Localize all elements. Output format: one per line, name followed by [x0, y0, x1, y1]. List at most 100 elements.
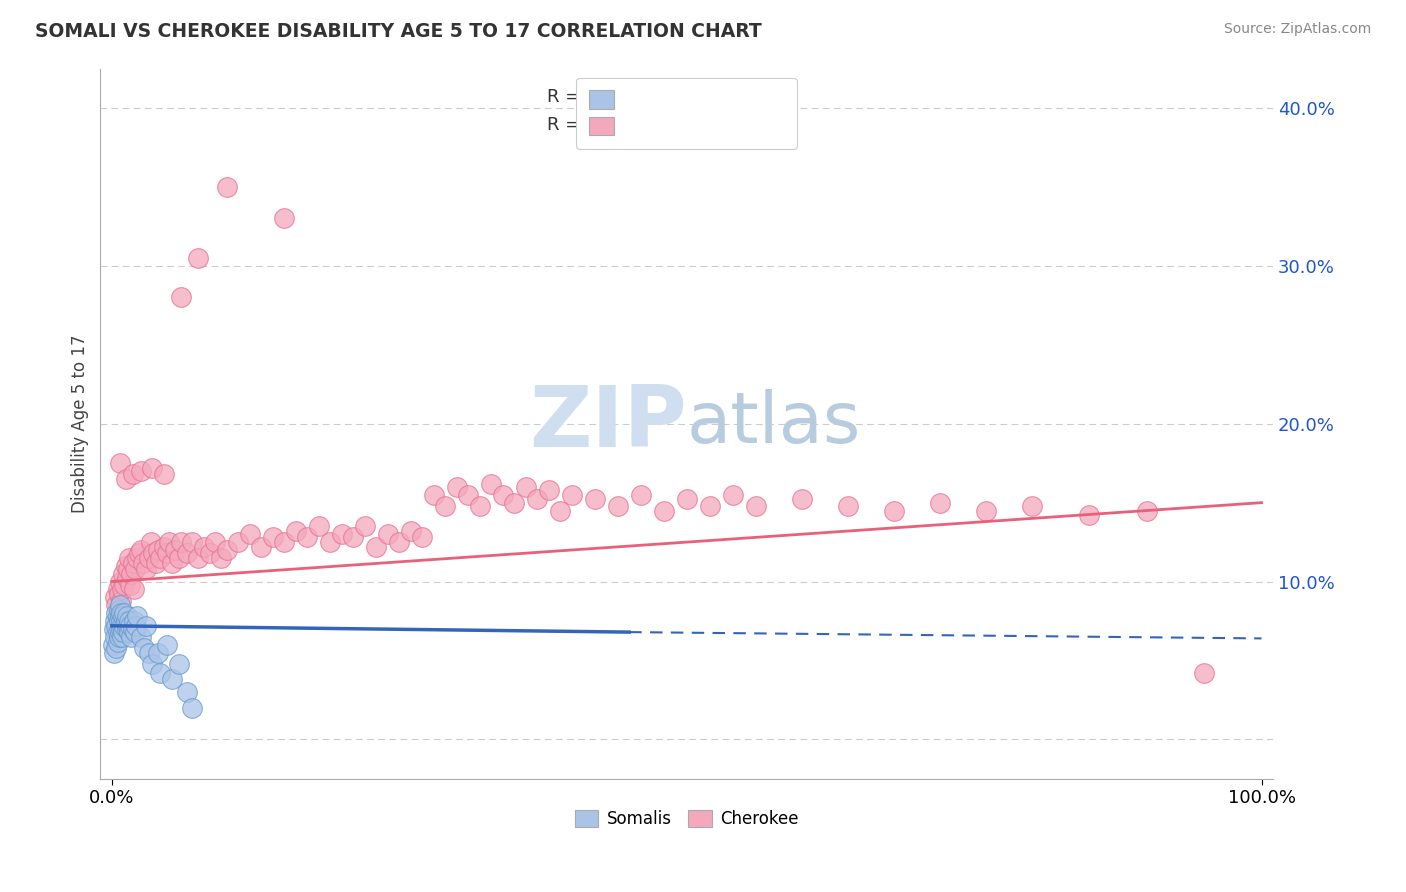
Point [561, 488, 583, 502]
Point [209, 550, 232, 565]
Point [138, 550, 160, 565]
Point [128, 546, 150, 560]
Point [149, 666, 172, 681]
Point [120, 566, 142, 581]
Point [928, 496, 950, 510]
Point [107, 603, 129, 617]
Text: 0.077: 0.077 [588, 116, 644, 135]
Point [204, 535, 226, 549]
Point [115, 609, 138, 624]
Point [262, 530, 284, 544]
Text: 51: 51 [710, 88, 735, 106]
Point [121, 622, 143, 636]
Point [117, 562, 139, 576]
Point [176, 546, 198, 560]
Point [160, 673, 183, 687]
Text: N =: N = [675, 116, 716, 135]
Point [308, 519, 330, 533]
Point [366, 540, 388, 554]
Point [457, 488, 479, 502]
Point [111, 582, 134, 597]
Point [107, 630, 129, 644]
Point [167, 657, 190, 671]
Point [142, 546, 165, 560]
Point [273, 535, 295, 549]
Point [101, 638, 124, 652]
Point [883, 503, 905, 517]
Point [115, 622, 138, 636]
Point [112, 625, 135, 640]
Point [135, 562, 157, 576]
Point [548, 503, 571, 517]
Point [108, 625, 131, 640]
Point [125, 619, 148, 633]
Point [114, 578, 136, 592]
Point [129, 543, 152, 558]
Text: Source: ZipAtlas.com: Source: ZipAtlas.com [1223, 22, 1371, 37]
Point [129, 464, 152, 478]
Point [198, 546, 221, 560]
Point [167, 550, 190, 565]
Point [181, 701, 204, 715]
Text: 101: 101 [710, 116, 748, 135]
Point [446, 480, 468, 494]
Point [721, 488, 744, 502]
Point [139, 535, 162, 549]
Point [114, 606, 136, 620]
Point [170, 535, 193, 549]
Point [107, 587, 129, 601]
Point [468, 499, 491, 513]
Point [156, 638, 179, 652]
Text: ZIP: ZIP [529, 382, 686, 466]
Point [790, 492, 813, 507]
Point [250, 540, 273, 554]
Point [187, 550, 209, 565]
Point [105, 606, 128, 620]
Point [120, 630, 142, 644]
Point [117, 619, 139, 633]
Point [479, 476, 502, 491]
Point [135, 619, 157, 633]
Point [108, 456, 131, 470]
Text: -0.020: -0.020 [588, 88, 651, 106]
Point [107, 609, 129, 624]
Point [114, 558, 136, 573]
Point [120, 578, 142, 592]
Point [503, 496, 526, 510]
Point [160, 556, 183, 570]
Point [146, 646, 169, 660]
Point [118, 550, 141, 565]
Point [110, 622, 132, 636]
Point [103, 646, 125, 660]
Point [107, 582, 129, 597]
Point [411, 530, 433, 544]
Point [193, 540, 215, 554]
Point [226, 535, 249, 549]
Point [330, 527, 353, 541]
Point [526, 492, 548, 507]
Point [129, 630, 152, 644]
Point [118, 625, 141, 640]
Point [537, 483, 560, 497]
Point [170, 290, 193, 304]
Point [215, 543, 238, 558]
Point [118, 614, 141, 628]
Point [127, 550, 149, 565]
Point [652, 503, 675, 517]
Point [114, 472, 136, 486]
Point [215, 180, 238, 194]
Point [377, 527, 399, 541]
Point [434, 499, 457, 513]
Point [239, 527, 262, 541]
Point [105, 599, 128, 613]
Point [1021, 499, 1043, 513]
Point [110, 606, 132, 620]
Point [132, 640, 155, 655]
Point [1192, 666, 1215, 681]
Point [141, 657, 163, 671]
Point [121, 467, 143, 482]
Point [583, 492, 606, 507]
Point [110, 614, 132, 628]
Point [152, 540, 174, 554]
Point [146, 543, 169, 558]
